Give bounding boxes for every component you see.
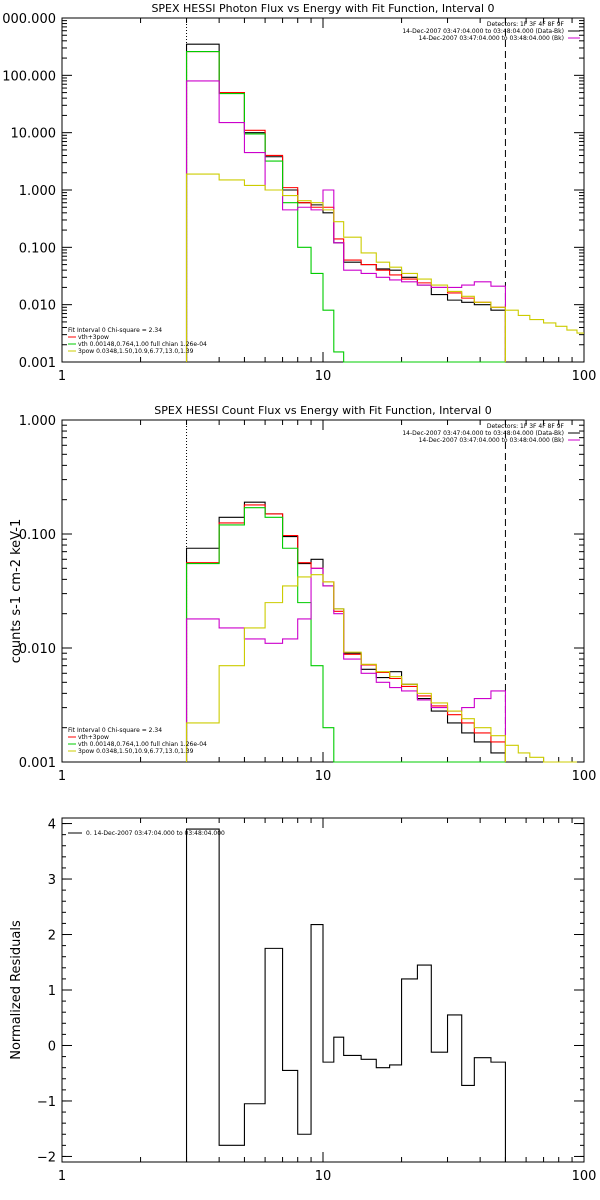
x-tick-label: 1 — [58, 369, 66, 384]
panel-1: SPEX HESSI Photon Flux vs Energy with Fi… — [2, 2, 596, 384]
series-vth-3pow — [185, 50, 506, 362]
y-axis-label: Normalized Residuals — [9, 920, 24, 1060]
legend-bottom-entry: Fit Interval 0 Chi-square = 2.34 — [68, 727, 162, 734]
x-tick-label: 10 — [315, 369, 332, 384]
y-tick-label: 4 — [48, 818, 56, 833]
chart-title: SPEX HESSI Photon Flux vs Energy with Fi… — [151, 2, 494, 15]
x-tick-label: 1 — [58, 1169, 66, 1184]
series-bk — [185, 80, 506, 362]
x-tick-label: 10 — [315, 1169, 332, 1184]
legend-residual-entry: 0. 14-Dec-2007 03:47:04.000 to 03:48:04.… — [86, 830, 225, 837]
y-tick-label: 1.000 — [19, 414, 56, 429]
y-tick-label: 3 — [48, 873, 56, 888]
x-tick-label: 100 — [572, 769, 597, 784]
legend-bottom-entry: vth 0.00148,0.764,1.00 full chian 1.26e-… — [78, 741, 207, 748]
y-tick-label: 10.000 — [11, 127, 57, 142]
y-axis-label: counts s-1 cm-2 keV-1 — [9, 519, 24, 664]
legend-top-entry: 14-Dec-2007 03:47:04.000 to 03:48:04.000… — [402, 430, 564, 437]
y-tick-label: 1.000 — [19, 184, 56, 199]
panel-2: SPEX HESSI Count Flux vs Energy with Fit… — [9, 404, 596, 784]
y-tick-label: 2 — [48, 929, 56, 944]
legend-bottom-entry: vth 0.00148,0.764,1.00 full chian 1.26e-… — [78, 341, 207, 348]
series-residuals — [185, 828, 506, 1162]
y-tick-label: 0.100 — [19, 241, 56, 256]
legend-bottom-entry: 3pow 0.0348,1.50,10.9,6.77,13.0,1.39 — [78, 348, 194, 355]
legend-bottom-entry: Fit Interval 0 Chi-square = 2.34 — [68, 327, 162, 334]
legend-top-entry: Detectors: 1F 3F 4F 8F 9F — [487, 423, 565, 430]
legend-bottom-entry: 3pow 0.0348,1.50,10.9,6.77,13.0,1.39 — [78, 748, 194, 755]
chart-title: SPEX HESSI Count Flux vs Energy with Fit… — [154, 404, 491, 417]
x-tick-label: 1 — [58, 769, 66, 784]
legend-top-entry: Detectors: 1F 3F 4F 8F 9F — [487, 21, 565, 28]
y-tick-label: 0.100 — [19, 528, 56, 543]
y-tick-label: 000.000 — [2, 12, 56, 27]
y-tick-label: 0 — [48, 1039, 56, 1054]
y-tick-label: −2 — [37, 1150, 56, 1165]
x-tick-label: 10 — [315, 769, 332, 784]
legend-bottom-entry: vth+3pow — [78, 334, 109, 341]
y-tick-label: 0.010 — [19, 299, 56, 314]
y-tick-label: 0.010 — [19, 642, 56, 657]
y-tick-label: −1 — [37, 1095, 56, 1110]
series-3pow-tail — [504, 744, 577, 763]
series-vth — [185, 50, 506, 363]
legend-top-entry: 14-Dec-2007 03:47:04.000 to 03:48:04.000… — [402, 28, 564, 35]
series-data-bk — [185, 501, 506, 762]
x-tick-label: 100 — [572, 369, 597, 384]
x-tick-label: 100 — [572, 1169, 597, 1184]
y-tick-label: 0.001 — [19, 356, 56, 371]
series-bk — [185, 567, 506, 762]
panel-3: 1 10 100 −2 −1 0 1 2 3 4 Normalized Residuals 0. 14… — [9, 817, 597, 1184]
series-vth — [185, 507, 506, 763]
series-3pow-tail — [504, 309, 584, 362]
y-tick-label: 0.001 — [19, 756, 56, 771]
legend-bottom-entry: vth+3pow — [78, 734, 109, 741]
series-3pow — [185, 574, 506, 762]
legend-top-entry: 14-Dec-2007 03:47:04.000 to 03:48:04.000… — [419, 437, 564, 444]
y-tick-label: 1 — [48, 984, 56, 999]
y-tick-label: 100.000 — [2, 69, 56, 84]
series-data-bk — [185, 43, 506, 362]
legend-top-entry: 14-Dec-2007 03:47:04.000 to 03:48:04.000… — [419, 35, 564, 42]
series-3pow — [185, 173, 506, 362]
